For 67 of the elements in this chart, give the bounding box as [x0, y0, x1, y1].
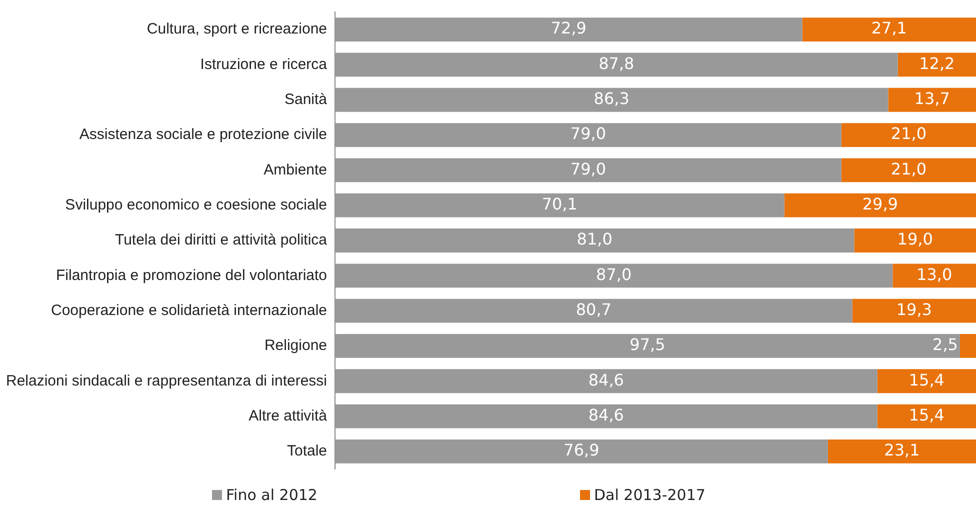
data-label: 86,3	[594, 89, 630, 108]
y-tick-label: Religione	[264, 337, 328, 354]
data-label: 81,0	[576, 230, 612, 249]
data-label: 12,2	[919, 54, 955, 73]
legend-label: Dal 2013-2017	[594, 486, 706, 504]
data-label: 2,5	[932, 335, 958, 354]
data-label: 19,3	[896, 300, 932, 319]
data-label: 79,0	[570, 124, 606, 144]
bar	[335, 52, 898, 77]
y-tick-label: Assistenza sociale e protezione civile	[79, 126, 328, 144]
bar	[335, 264, 893, 288]
data-label: 84,6	[588, 370, 624, 390]
data-label: 87,0	[596, 264, 632, 284]
data-label: 76,9	[564, 440, 600, 460]
bar	[828, 439, 976, 464]
data-label: 23,1	[884, 440, 920, 460]
bar	[335, 439, 828, 464]
bar	[854, 228, 976, 252]
data-label: 21,0	[890, 159, 927, 178]
data-label: 87,8	[598, 54, 634, 73]
y-tick-label: Totale	[286, 442, 328, 460]
bar	[335, 298, 852, 323]
data-label: 27,1	[871, 18, 907, 38]
bar	[877, 369, 976, 394]
data-label: 80,7	[576, 300, 612, 319]
bar	[852, 298, 976, 323]
bar	[892, 264, 976, 288]
legend-label: Fino al 2012	[226, 486, 318, 504]
bar	[335, 404, 878, 428]
y-tick-label: Cooperazione e solidarietà internazionale	[51, 302, 328, 319]
bar	[888, 88, 976, 112]
data-label: 13,0	[916, 264, 952, 284]
bar	[335, 193, 784, 218]
y-tick-label: Filantropia e promozione del volontariato	[56, 266, 328, 284]
y-tick-label: Relazioni sindacali e rappresentanza di interessi	[6, 372, 328, 390]
bar	[335, 123, 842, 147]
bar	[960, 334, 976, 358]
bar	[335, 88, 888, 112]
data-label: 15,4	[908, 405, 944, 424]
bar	[841, 158, 976, 182]
bar	[335, 228, 854, 252]
data-label: 70,1	[542, 194, 578, 214]
bar	[898, 52, 976, 77]
data-label: 84,6	[588, 405, 624, 424]
bar	[802, 18, 976, 42]
data-label: 15,4	[908, 370, 944, 390]
y-tick-label: Altre attività	[248, 407, 328, 424]
data-label: 97,5	[630, 335, 666, 354]
data-label: 19,0	[897, 230, 933, 249]
bar	[335, 158, 842, 182]
y-tick-label: Istruzione e ricerca	[200, 56, 328, 73]
bar	[841, 123, 976, 147]
y-tick-label: Cultura, sport e ricreazione	[146, 20, 328, 38]
bar	[784, 193, 976, 218]
bar	[335, 369, 878, 394]
bar	[335, 334, 960, 358]
data-label: 29,9	[862, 194, 898, 214]
data-label: 13,7	[914, 89, 950, 108]
data-label: 21,0	[890, 124, 927, 144]
data-label: 79,0	[570, 159, 606, 178]
y-tick-label: Sanità	[284, 91, 328, 108]
y-tick-label: Sviluppo economico e coesione sociale	[65, 196, 328, 214]
data-label: 72,9	[550, 18, 586, 38]
y-tick-label: Tutela dei diritti e attività politica	[114, 232, 328, 249]
bar	[335, 18, 802, 42]
y-tick-label: Ambiente	[264, 161, 328, 178]
bar	[877, 404, 976, 428]
